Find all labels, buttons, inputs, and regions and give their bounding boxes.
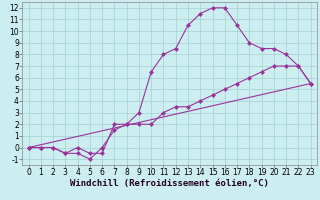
X-axis label: Windchill (Refroidissement éolien,°C): Windchill (Refroidissement éolien,°C) [70,179,269,188]
